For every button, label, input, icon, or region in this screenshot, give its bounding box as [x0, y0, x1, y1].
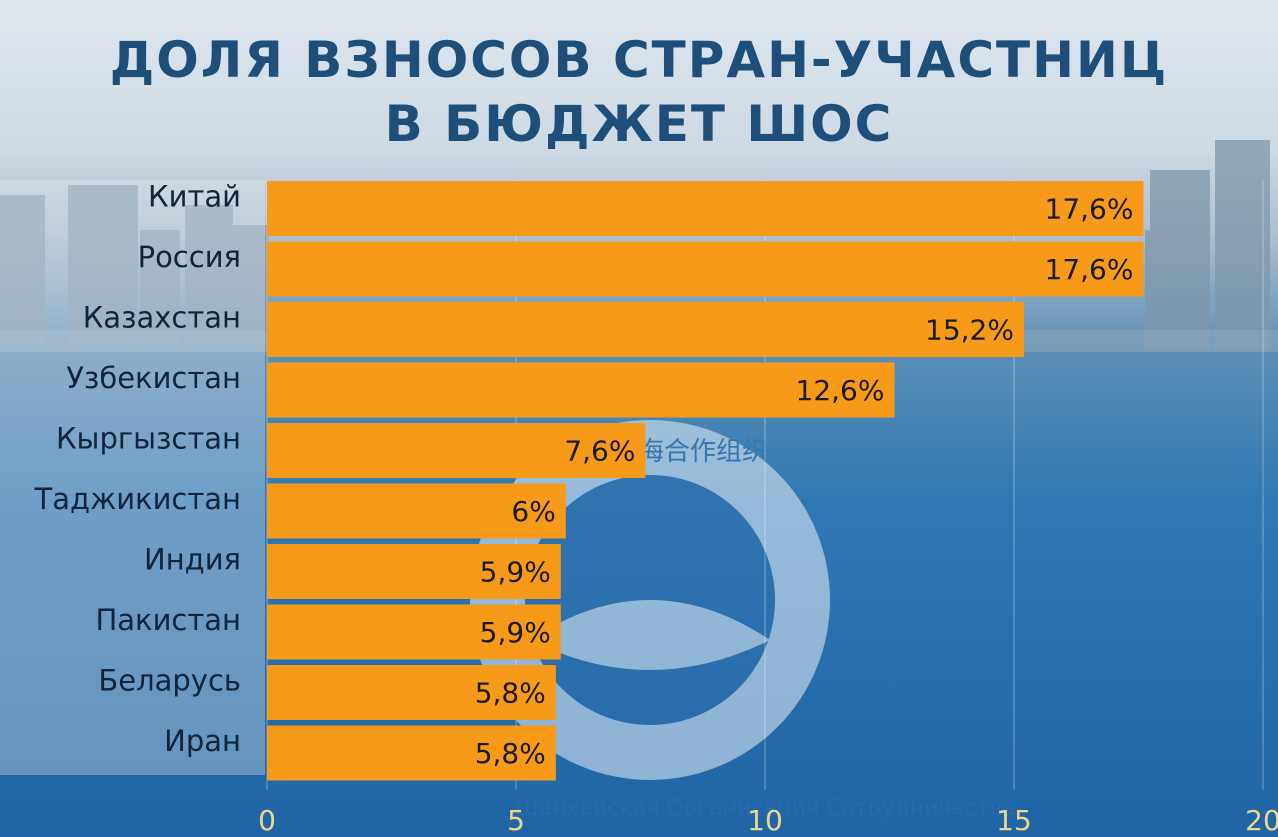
chart-title: Доля взносов стран-участниц в бюджет ШОС	[0, 28, 1278, 156]
category-label-2: Казахстан	[83, 301, 241, 335]
category-label-0: Китай	[148, 180, 241, 214]
category-label-6: Индия	[144, 543, 241, 577]
x-tick-label-0: 0	[258, 804, 276, 837]
category-label-5: Таджикистан	[34, 482, 241, 516]
bar-4	[267, 423, 646, 478]
bar-5	[267, 483, 566, 539]
value-label-9: 5,8%	[475, 737, 546, 770]
chart-title-line-1: Доля взносов стран-участниц	[109, 31, 1169, 89]
value-label-8: 5,8%	[475, 677, 546, 710]
bar-9	[267, 725, 556, 781]
chart-title-line-2: в бюджет ШОС	[384, 95, 894, 153]
value-label-7: 5,9%	[480, 616, 551, 649]
category-label-1: Россия	[138, 240, 241, 274]
value-label-1: 17,6%	[1045, 253, 1134, 286]
x-tick-label-3: 15	[996, 804, 1032, 837]
bar-3	[267, 362, 895, 418]
category-label-4: Кыргызстан	[56, 422, 241, 456]
bar-2	[267, 302, 1024, 357]
value-label-3: 12,6%	[796, 374, 885, 407]
bar-6	[267, 544, 561, 599]
value-label-2: 15,2%	[925, 314, 1014, 347]
value-label-4: 7,6%	[564, 435, 635, 468]
category-label-9: Иран	[164, 724, 241, 758]
x-tick-label-1: 5	[507, 804, 525, 837]
category-label-8: Беларусь	[98, 664, 241, 698]
value-label-0: 17,6%	[1045, 193, 1134, 226]
value-label-5: 6%	[511, 495, 555, 528]
bar-8	[267, 665, 556, 720]
x-tick-label-4: 20	[1245, 804, 1278, 837]
category-label-7: Пакистан	[95, 603, 241, 637]
bar-1	[267, 241, 1144, 297]
bar-0	[267, 181, 1144, 236]
value-label-6: 5,9%	[480, 556, 551, 589]
bar-7	[267, 604, 561, 660]
x-tick-label-2: 10	[747, 804, 783, 837]
category-label-3: Узбекистан	[66, 361, 241, 395]
